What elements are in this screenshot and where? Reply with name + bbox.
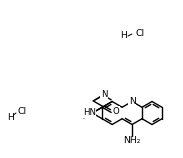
Text: HN: HN — [83, 108, 96, 117]
Text: H: H — [8, 112, 14, 122]
Text: N: N — [101, 90, 107, 99]
Text: H: H — [120, 31, 127, 40]
Text: O: O — [86, 109, 93, 118]
Text: NH₂: NH₂ — [123, 136, 141, 145]
Text: N: N — [129, 97, 136, 106]
Text: O: O — [113, 107, 119, 116]
Text: Cl: Cl — [136, 28, 145, 37]
Text: Cl: Cl — [17, 107, 26, 116]
